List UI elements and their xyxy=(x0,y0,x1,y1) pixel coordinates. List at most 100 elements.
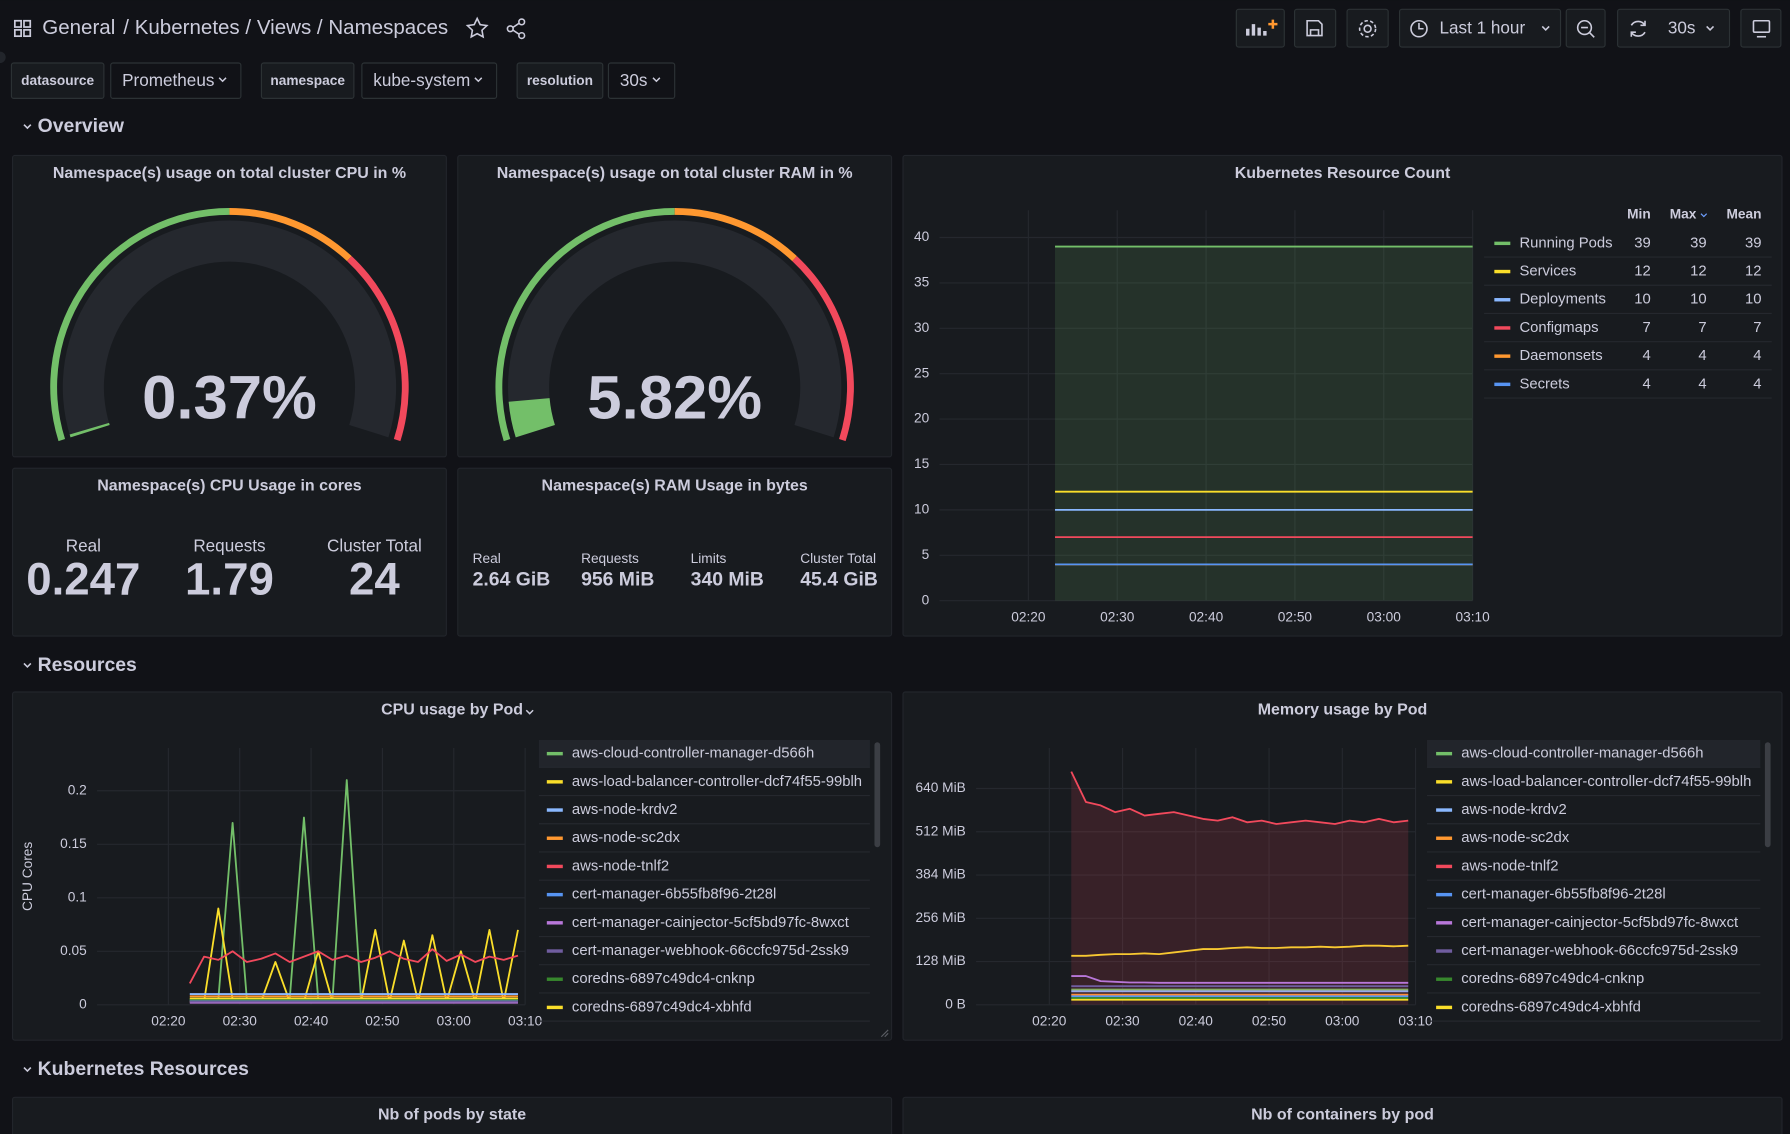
y-axis-label: CPU Cores xyxy=(20,842,35,911)
legend-label[interactable]: Running Pods xyxy=(1519,235,1612,251)
save-button[interactable] xyxy=(1293,8,1337,48)
legend-swatch xyxy=(546,977,563,981)
tv-mode-button[interactable] xyxy=(1740,8,1782,48)
legend-label[interactable]: cert-manager-6b55fb8f96-2t28l xyxy=(572,887,776,903)
legend-label[interactable]: cert-manager-webhook-66ccfc975d-2ssk9 xyxy=(1461,943,1738,959)
legend-value: 12 xyxy=(1690,263,1707,279)
y-tick-label: 20 xyxy=(914,411,930,426)
row-chevron[interactable] xyxy=(23,124,32,130)
legend-label[interactable]: coredns-6897c49dc4-cnknp xyxy=(572,971,755,987)
legend-label[interactable]: Daemonsets xyxy=(1519,348,1602,364)
row-title[interactable]: Kubernetes Resources xyxy=(38,1058,249,1080)
resize-handle[interactable] xyxy=(880,1029,889,1038)
legend-swatch xyxy=(1436,1005,1453,1010)
legend: aws-cloud-controller-manager-d566h aws-lo… xyxy=(538,739,870,1022)
breadcrumb-path: / Kubernetes / Views / Namespaces xyxy=(123,16,448,39)
variable-label-box xyxy=(516,62,604,99)
legend-label[interactable]: Secrets xyxy=(1519,376,1569,392)
x-tick-label: 02:30 xyxy=(1105,1014,1140,1029)
refresh-picker[interactable] xyxy=(1617,8,1731,48)
legend-label[interactable]: aws-load-balancer-controller-dcf74f55-99… xyxy=(1461,774,1751,790)
breadcrumb-root[interactable]: General xyxy=(42,16,115,39)
legend-value: 7 xyxy=(1753,320,1761,336)
share-button[interactable] xyxy=(506,18,526,40)
legend-label[interactable]: cert-manager-6b55fb8f96-2t28l xyxy=(1461,887,1665,903)
y-tick-label: 640 MiB xyxy=(916,780,966,795)
panel xyxy=(902,154,1783,637)
y-tick-label: 10 xyxy=(914,501,930,516)
series-line xyxy=(1070,771,1409,825)
y-tick-label: 0.2 xyxy=(68,782,87,797)
x-tick-label: 03:00 xyxy=(1325,1014,1360,1029)
legend-label[interactable]: aws-node-krdv2 xyxy=(572,802,678,818)
y-tick-label: 0 xyxy=(922,592,930,607)
legend-swatch xyxy=(1494,298,1511,302)
legend-label[interactable]: cert-manager-cainjector-5cf5bd97fc-8wxct xyxy=(1461,915,1739,931)
legend-column-header[interactable]: Min xyxy=(1627,206,1651,221)
x-tick-label: 03:10 xyxy=(508,1014,543,1029)
x-tick-label: 02:50 xyxy=(365,1014,400,1029)
sidebar-toggle[interactable] xyxy=(0,51,6,63)
legend-scrollbar[interactable] xyxy=(874,742,881,848)
legend-label[interactable]: aws-load-balancer-controller-dcf74f55-99… xyxy=(572,774,862,790)
legend-label[interactable]: coredns-6897c49dc4-xbhfd xyxy=(572,999,752,1015)
legend-label[interactable]: cert-manager-cainjector-5cf5bd97fc-8wxct xyxy=(572,915,850,931)
legend-column-header[interactable]: Max xyxy=(1670,206,1697,221)
legend-label[interactable]: Deployments xyxy=(1519,292,1606,308)
variable-value: Prometheus xyxy=(122,71,214,90)
panel-title: Nb of pods by state xyxy=(378,1107,526,1124)
y-tick-label: 0 xyxy=(79,996,87,1011)
legend-label[interactable]: Configmaps xyxy=(1519,320,1598,336)
variable-select[interactable] xyxy=(607,62,676,99)
y-tick-label: 5 xyxy=(922,547,930,562)
row-chevron[interactable] xyxy=(23,662,32,669)
refresh-interval[interactable]: 30s xyxy=(1668,18,1696,37)
legend-swatch xyxy=(1436,780,1453,784)
x-tick-label: 02:30 xyxy=(1100,609,1135,624)
legend-label[interactable]: aws-node-sc2dx xyxy=(572,830,681,846)
toolbar-icons xyxy=(1246,19,1771,38)
stat-label: Limits xyxy=(691,551,727,566)
legend-label[interactable]: Services xyxy=(1519,263,1576,279)
y-tick-label: 128 MiB xyxy=(916,953,966,968)
gauge-threshold xyxy=(229,207,352,262)
variable-select[interactable] xyxy=(110,62,242,99)
stat-value: 24 xyxy=(349,553,400,604)
legend-swatch xyxy=(1494,354,1511,358)
legend-label[interactable]: aws-node-sc2dx xyxy=(1461,830,1570,846)
legend-value: 10 xyxy=(1634,292,1651,308)
legend-value: 4 xyxy=(1642,348,1650,364)
x-tick-label: 02:30 xyxy=(223,1014,258,1029)
variable-label: datasource xyxy=(21,73,94,88)
legend-label[interactable]: cert-manager-webhook-66ccfc975d-2ssk9 xyxy=(572,943,849,959)
time-range[interactable]: Last 1 hour xyxy=(1440,18,1526,37)
star-button[interactable] xyxy=(465,16,489,39)
legend-row-highlight xyxy=(1426,739,1761,768)
row-title[interactable]: Overview xyxy=(38,115,125,137)
legend-label[interactable]: aws-node-tnlf2 xyxy=(1461,858,1558,874)
x-tick-label: 02:20 xyxy=(1011,609,1046,624)
legend-scrollbar[interactable] xyxy=(1764,742,1771,848)
y-tick-label: 512 MiB xyxy=(916,823,966,838)
legend-label[interactable]: coredns-6897c49dc4-xbhfd xyxy=(1461,999,1641,1015)
legend-swatch xyxy=(1494,326,1511,330)
y-tick-label: 0.15 xyxy=(60,836,87,851)
legend-label[interactable]: aws-node-tnlf2 xyxy=(572,858,669,874)
legend-swatch xyxy=(1494,382,1511,387)
stat-label: Real xyxy=(66,537,101,556)
legend-label[interactable]: aws-cloud-controller-manager-d566h xyxy=(1461,746,1703,762)
legend-label[interactable]: aws-cloud-controller-manager-d566h xyxy=(572,746,814,762)
legend-swatch xyxy=(1436,949,1453,953)
row-chevron[interactable] xyxy=(23,1067,32,1073)
apps-icon[interactable] xyxy=(13,19,32,38)
variable-select[interactable] xyxy=(361,62,498,99)
legend-label[interactable]: coredns-6897c49dc4-cnknp xyxy=(1461,971,1644,987)
legend-column-header[interactable]: Mean xyxy=(1726,206,1761,221)
stat-value: 2.64 GiB xyxy=(473,568,551,590)
time-picker[interactable] xyxy=(1399,8,1562,48)
settings-button[interactable] xyxy=(1346,8,1389,48)
row-title[interactable]: Resources xyxy=(38,654,137,676)
y-tick-label: 30 xyxy=(914,320,930,335)
legend-label[interactable]: aws-node-krdv2 xyxy=(1461,802,1567,818)
chevron xyxy=(474,77,483,83)
